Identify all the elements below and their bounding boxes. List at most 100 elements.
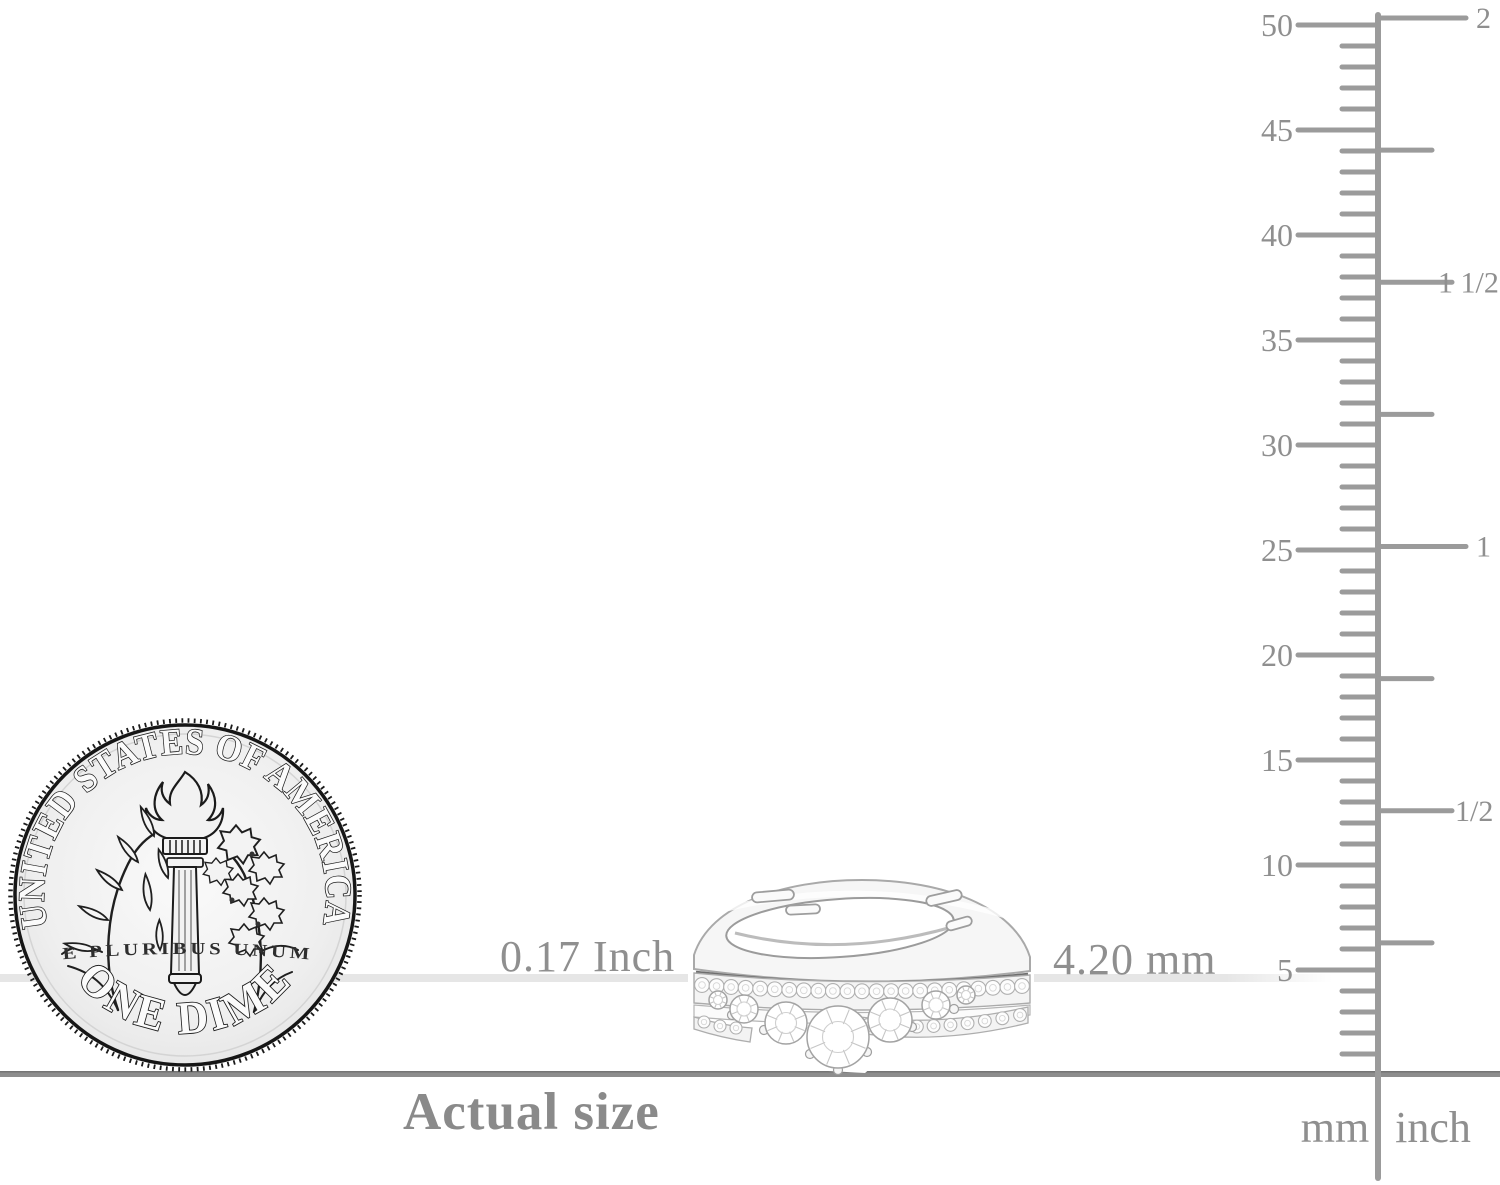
pave-stone: [854, 983, 870, 1000]
coin-inner-ring: [23, 733, 347, 1057]
pave-stone: [943, 1017, 958, 1032]
flank-stone-facet: [777, 1031, 783, 1042]
ruler-mm-tick-label: 20: [1261, 637, 1293, 673]
side-stone-table: [928, 997, 944, 1013]
olive-branch: [61, 804, 170, 1012]
flank-stone: [764, 1001, 808, 1045]
center-stone-facet: [850, 1041, 866, 1049]
ruler-unit-mm-label: mm: [1301, 1103, 1369, 1152]
torch-handle-lines: [178, 870, 192, 971]
pave-stone: [1013, 1008, 1027, 1022]
center-stone-facet: [850, 1025, 866, 1033]
pave-stone: [1014, 978, 1030, 994]
flank-stone-facet: [767, 1014, 778, 1020]
pave-stone: [897, 983, 914, 999]
pave-stone: [713, 1019, 727, 1033]
accent-stone: [708, 990, 728, 1010]
ruler-inch-tick-label: 2: [1476, 2, 1491, 35]
sizing-tabs: [751, 888, 973, 932]
center-stone-facet: [810, 1025, 826, 1033]
ruler-mm-tick-label: 45: [1261, 112, 1293, 148]
pave-stone-facet: [964, 1019, 971, 1027]
flank-stone-facet: [789, 1031, 795, 1042]
flank-stone-facet: [881, 1000, 887, 1012]
pave-stone-facet: [741, 984, 750, 992]
flank-stone-table: [774, 1011, 798, 1035]
pave-stone-facet: [947, 1021, 954, 1029]
pave-stone-facet: [727, 983, 735, 991]
pave-stone: [839, 983, 856, 1000]
actual-size-baseline: [0, 1071, 1500, 1077]
pave-stone-facet: [785, 986, 794, 994]
flank-stone-table: [878, 1008, 902, 1032]
flank-stone-facet: [898, 1023, 910, 1029]
ruler-mm-tick-label: 50: [1261, 7, 1293, 43]
side-stone-table: [736, 1001, 752, 1017]
torch-base-knob: [172, 982, 198, 996]
pave-stone: [960, 1016, 975, 1031]
flank-stone-facet: [893, 1000, 899, 1012]
measurement-guide-line: [0, 974, 1332, 982]
pave-stone-facet: [989, 984, 997, 992]
flank-stone-facet: [898, 1011, 910, 1017]
side-stone: [921, 990, 951, 1020]
prong: [948, 1003, 960, 1015]
pave-stone-facet: [945, 986, 954, 994]
pave-stone: [984, 979, 1001, 996]
ruler-mm-tick-label: 10: [1261, 847, 1293, 883]
center-stone: [806, 1005, 870, 1069]
pave-stone-facet: [998, 1014, 1006, 1022]
pave-stone: [883, 983, 900, 1000]
opening-inner-shadow: [734, 925, 953, 947]
oak-branch: [202, 823, 299, 1014]
ruler-mm-tick-label: 30: [1261, 427, 1293, 463]
pave-stone-facet: [814, 986, 823, 995]
three-stone-cluster: [708, 985, 976, 1076]
flank-stone-facet: [893, 1028, 899, 1040]
pave-stone: [694, 977, 710, 993]
pave-stone: [824, 983, 841, 999]
pave-stone-facet: [1016, 1011, 1024, 1019]
center-stone-table: [821, 1020, 855, 1054]
center-stone-facet: [842, 1009, 850, 1025]
pave-stone: [977, 1014, 992, 1028]
torch-band-lower: [166, 857, 204, 868]
coin-reeded-edge: [8, 718, 362, 1072]
center-stone-facet: [842, 1049, 850, 1065]
torch-emblem: [144, 770, 225, 996]
side-stone: [729, 994, 759, 1024]
pave-stone: [766, 981, 783, 998]
pave-stone-facet: [974, 984, 983, 993]
ruler: 50 45 40 35 30 25 20 15 10 5 2 1 1/2 1 1/2 mm inch: [1261, 2, 1499, 1181]
pave-stone-facet: [930, 1022, 937, 1030]
pave-stone: [729, 1021, 743, 1035]
flank-stone-facet: [870, 1023, 882, 1029]
ruler-mm-tick-label: 15: [1261, 742, 1293, 778]
pave-stone-facet: [901, 987, 910, 995]
flank-stone-facet: [870, 1011, 882, 1017]
torch-band-top: [162, 837, 208, 855]
pave-stone-facet: [712, 982, 721, 990]
center-stone-facet: [826, 1049, 834, 1065]
ruler-unit-inch-label: inch: [1395, 1103, 1471, 1152]
pave-stone-facet: [698, 981, 706, 989]
pave-stone-facet: [887, 987, 895, 995]
flank-stone-facet: [789, 1004, 795, 1015]
ruler-mm-tick-label: 5: [1277, 952, 1293, 988]
dime-coin-illustration: UNITED STATES OF AMERICA ONE DIME E PLUR…: [8, 718, 362, 1072]
mm-measurement-label: 4.20 mm: [1053, 935, 1217, 984]
flank-stone-facet: [881, 1028, 887, 1040]
pave-stone: [995, 1011, 1010, 1026]
center-stone-facet: [826, 1009, 834, 1025]
pave-stone: [926, 1019, 941, 1033]
pave-stone: [810, 982, 827, 999]
torch-base-band: [168, 973, 202, 984]
center-stone-facet: [810, 1041, 826, 1049]
pave-stone-facet: [1003, 983, 1012, 991]
ruler-inch-tick-label: 1: [1476, 531, 1491, 564]
pave-stone-facet: [916, 986, 924, 995]
pave-stone-facet: [800, 986, 808, 995]
pave-stone-facet: [843, 987, 852, 995]
ruler-mm-tick-label: 40: [1261, 217, 1293, 253]
